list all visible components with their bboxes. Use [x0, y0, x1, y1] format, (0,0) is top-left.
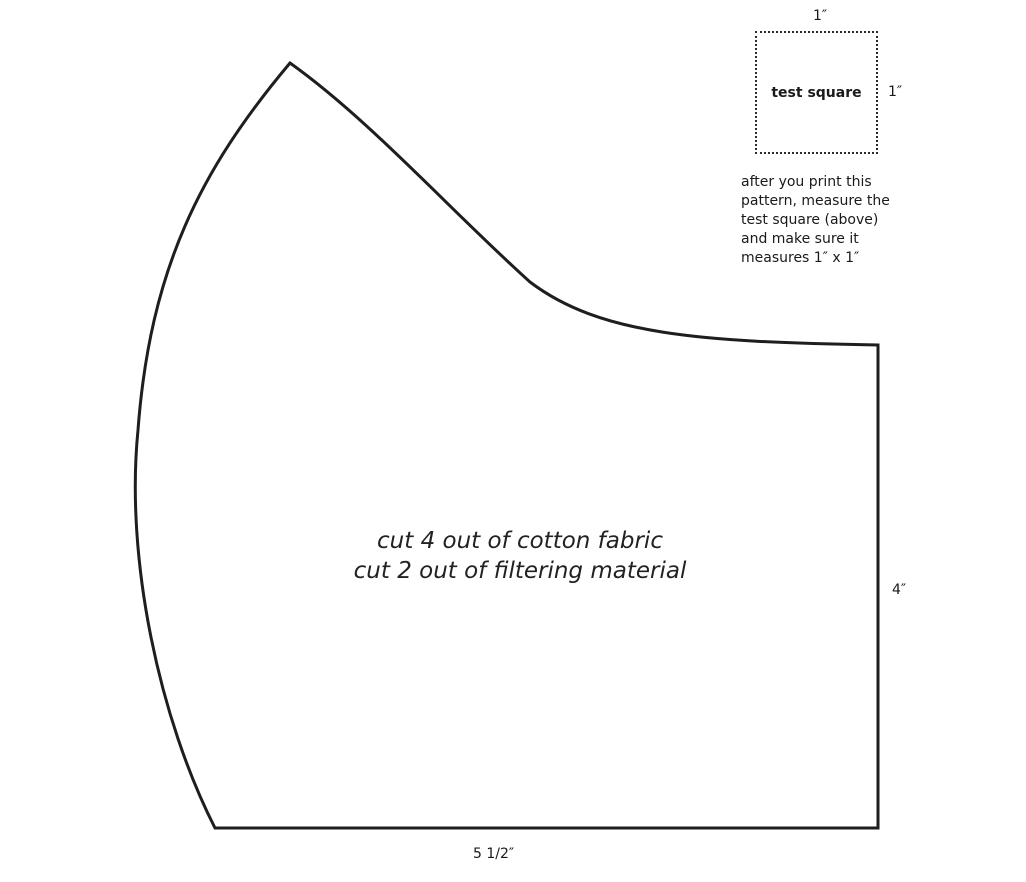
- print-check-note: after you print this pattern, measure th…: [741, 174, 890, 266]
- test-square-height-label: 1″: [888, 84, 903, 100]
- width-dimension-label: 5 1/2″: [473, 846, 515, 862]
- height-dimension-label: 4″: [892, 582, 907, 598]
- test-square-label: test square: [771, 84, 862, 101]
- cutting-instruction-filter: cut 2 out of filtering material: [353, 558, 687, 584]
- mask-outline: [133, 60, 880, 830]
- test-square-width-label: 1″: [813, 8, 828, 24]
- cutting-instruction-cotton: cut 4 out of cotton fabric: [377, 528, 663, 554]
- cutting-instructions: cut 4 out of cotton fabric cut 2 out of …: [330, 526, 710, 586]
- test-square: test square: [755, 31, 878, 154]
